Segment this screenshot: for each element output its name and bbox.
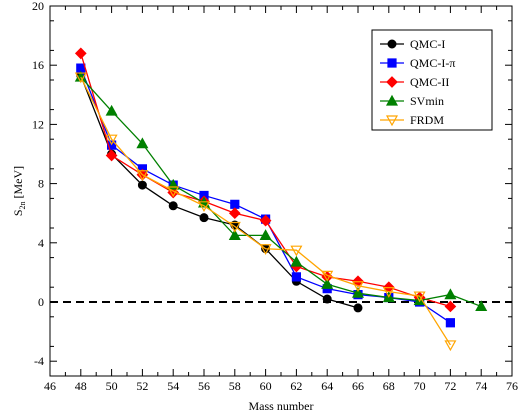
legend-marker-frdm (385, 115, 399, 127)
legend-label-qmc-i-: QMC-I-π (410, 56, 455, 70)
y-tick-label: 16 (32, 58, 44, 72)
x-tick-label: 48 (75, 379, 87, 393)
legend-item-svmin: SVmin (380, 94, 444, 108)
x-tick-label: 52 (136, 379, 148, 393)
y-tick-label: 0 (38, 295, 44, 309)
y-axis-title-subscript: 2n (18, 201, 27, 209)
data-point-qmc-i- (445, 318, 455, 328)
series-qmc-i (76, 71, 363, 313)
x-tick-label: 60 (260, 379, 272, 393)
data-point-qmc-i- (291, 272, 301, 282)
legend-marker-qmc-i (387, 39, 397, 49)
data-point-qmc-ii (74, 47, 87, 60)
data-point-svmin (259, 229, 272, 240)
y-axis-title: S2n [MeV] (11, 166, 27, 216)
data-point-frdm (197, 201, 211, 213)
data-point-frdm (413, 291, 426, 303)
y-axis-title-unit: [MeV] (11, 166, 25, 202)
legend: QMC-I QMC-I-π QMC-II SVmin FRDM (371, 29, 493, 131)
x-tick-label: 66 (352, 379, 364, 393)
data-point-qmc-i- (76, 63, 86, 73)
data-point-svmin (105, 104, 118, 116)
x-tick-label: 46 (44, 379, 56, 393)
data-point-frdm (351, 281, 365, 292)
data-point-svmin (475, 300, 488, 312)
y-tick-label: 8 (38, 177, 44, 191)
legend-label-qmc-i: QMC-I (410, 37, 445, 51)
legend-label-frdm: FRDM (410, 113, 444, 127)
x-tick-label: 62 (290, 379, 302, 393)
x-tick-label: 50 (106, 379, 118, 393)
data-point-qmc-i (199, 213, 209, 223)
x-tick-label: 72 (444, 379, 456, 393)
data-point-frdm (167, 186, 180, 198)
data-point-svmin (444, 288, 457, 300)
legend-label-svmin: SVmin (410, 94, 444, 108)
data-point-frdm (290, 245, 303, 257)
legend-label-qmc-ii: QMC-II (410, 75, 449, 89)
legend-item-qmc-i-: QMC-I-π (380, 56, 455, 70)
x-tick-label: 64 (321, 379, 333, 393)
x-axis-title: Mass number (249, 399, 314, 413)
x-tick-label: 70 (414, 379, 426, 393)
axis-ticks: 46 48 50 52 54 56 58 60 62 64 66 68 70 72 74 76-4048121… (32, 0, 518, 393)
data-point-svmin (228, 229, 241, 240)
y-tick-label: 4 (38, 236, 44, 250)
data-point-qmc-ii (228, 207, 241, 220)
data-point-frdm (444, 340, 457, 352)
data-point-qmc-i (168, 201, 178, 211)
legend-marker-qmc-i- (387, 58, 397, 68)
legend-item-qmc-i: QMC-I (380, 37, 445, 51)
data-point-svmin (136, 137, 149, 149)
x-tick-label: 74 (475, 379, 487, 393)
x-tick-label: 54 (167, 379, 179, 393)
data-point-qmc-i- (230, 199, 240, 209)
data-point-frdm (105, 134, 118, 146)
data-point-qmc-i (137, 180, 147, 190)
data-point-qmc-ii (105, 149, 118, 162)
data-point-qmc-ii (444, 300, 457, 313)
legend-item-qmc-ii: QMC-II (380, 75, 449, 89)
series-line-frdm (80, 76, 451, 346)
legend-items: QMC-I QMC-I-π QMC-II SVmin FRDM (380, 37, 455, 127)
series-frdm (74, 72, 457, 352)
legend-marker-qmc-ii (386, 76, 398, 88)
y-axis-title-main: S (11, 209, 25, 216)
series-line-qmc-i (80, 75, 359, 309)
data-point-frdm (136, 170, 149, 181)
y-tick-label: 12 (32, 117, 44, 131)
data-point-qmc-ii (259, 214, 272, 227)
data-point-qmc-i (353, 303, 363, 313)
data-point-frdm (228, 221, 241, 233)
x-tick-label: 58 (229, 379, 241, 393)
x-tick-label: 56 (198, 379, 210, 393)
data-point-frdm (74, 72, 87, 84)
data-point-frdm (382, 287, 395, 298)
data-point-frdm (321, 270, 334, 282)
series-layer (74, 47, 488, 352)
data-point-frdm (259, 244, 272, 255)
data-point-qmc-i (322, 294, 332, 304)
legend-item-frdm: FRDM (380, 113, 444, 127)
data-point-svmin (290, 255, 303, 267)
data-point-svmin (351, 286, 365, 298)
x-tick-label: 68 (383, 379, 395, 393)
series-line-svmin (80, 76, 482, 308)
y-tick-label: -4 (34, 354, 44, 368)
legend-marker-svmin (385, 94, 399, 106)
data-point-qmc-i- (199, 190, 209, 201)
data-point-svmin (321, 278, 334, 289)
x-tick-label: 76 (506, 379, 518, 393)
y-tick-label: 20 (32, 0, 44, 13)
